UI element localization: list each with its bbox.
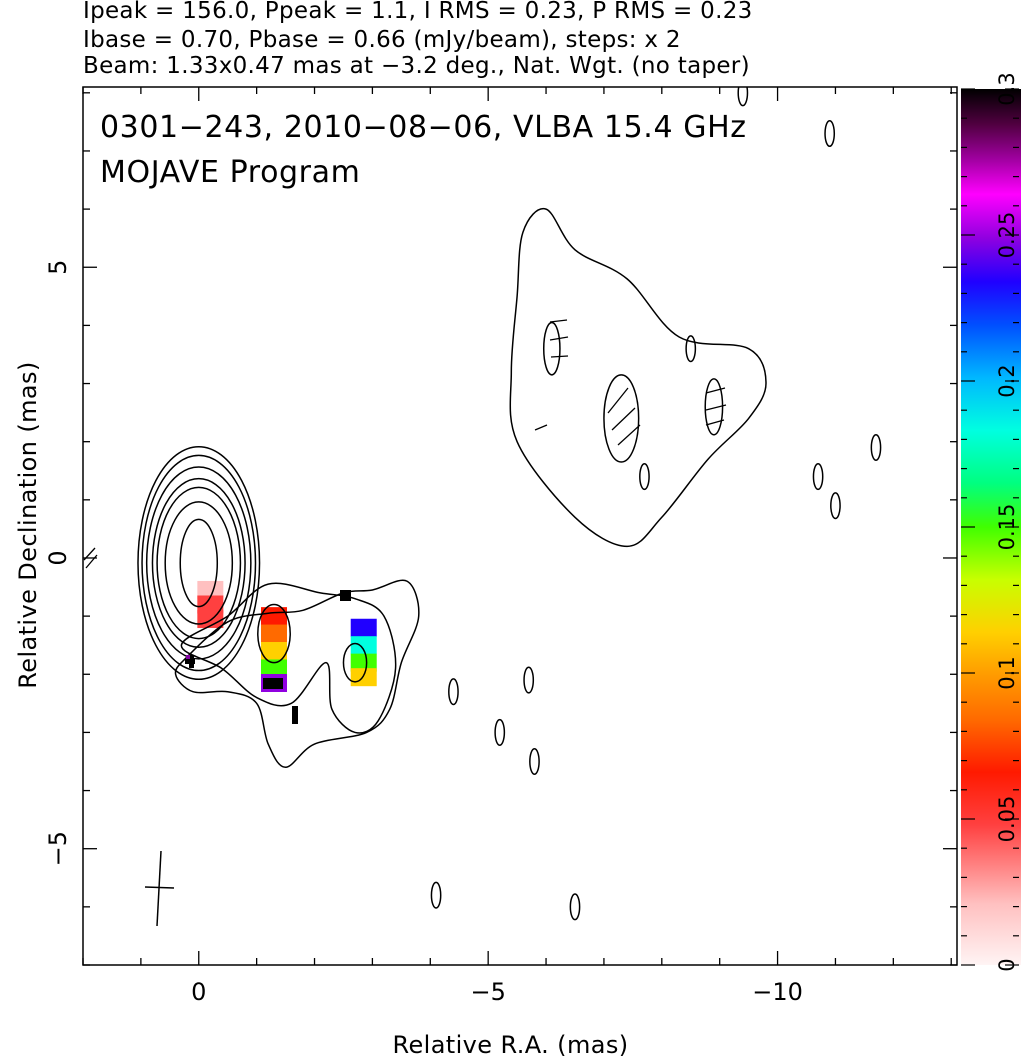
evpa-ticks bbox=[83, 319, 727, 569]
noise-blob-contour bbox=[569, 893, 581, 921]
colorbar-tick-label: 0 bbox=[995, 958, 1019, 971]
x-tick-label: 0 bbox=[191, 978, 206, 1006]
axis-tick-labels: 0 −5 −10 −5 0 5 bbox=[44, 260, 803, 1006]
noise-blob-contour bbox=[685, 335, 697, 363]
knot-contour bbox=[257, 603, 291, 664]
header-line-3: Beam: 1.33x0.47 mas at −3.2 deg., Nat. W… bbox=[83, 53, 750, 79]
noise-blob-contour bbox=[830, 492, 841, 520]
lobe-knot-contour bbox=[603, 374, 640, 463]
colorbar-tick-label: 0.25 bbox=[995, 212, 1019, 259]
pol-pixel bbox=[350, 653, 377, 672]
pol-pixel bbox=[350, 618, 377, 637]
colorbar-tick-label: 0.3 bbox=[995, 72, 1019, 105]
y-axis-label: Relative Declination (mas) bbox=[14, 361, 42, 689]
pol-pixel bbox=[261, 659, 288, 678]
noise-blob-contour bbox=[870, 433, 882, 462]
pol-pixel bbox=[261, 624, 288, 643]
core-contour bbox=[137, 445, 261, 681]
noise-blob-contour bbox=[812, 463, 824, 491]
core-contour bbox=[145, 466, 252, 660]
y-tick-label: 0 bbox=[44, 550, 72, 565]
core-contour bbox=[141, 454, 257, 672]
colorbar-tick-labels: 0 0.05 0.1 0.15 0.2 0.25 0.3 bbox=[995, 72, 1019, 971]
beam-marker bbox=[144, 850, 175, 927]
core-contour bbox=[156, 486, 242, 640]
y-tick-label: 5 bbox=[44, 260, 72, 275]
noise-blob-contour bbox=[523, 666, 535, 694]
plot-subtitle: MOJAVE Program bbox=[100, 155, 361, 190]
knot-contour bbox=[342, 642, 368, 683]
pol-pixel bbox=[350, 668, 377, 687]
noise-blob-contour bbox=[494, 718, 506, 746]
diffuse-lobe-contour bbox=[509, 207, 767, 548]
pol-pixel bbox=[350, 636, 377, 655]
y-tick-label: −5 bbox=[44, 831, 72, 866]
plot-title: 0301−243, 2010−08−06, VLBA 15.4 GHz bbox=[100, 110, 747, 145]
lobe-knot-contour bbox=[542, 321, 561, 376]
inner-jet-contour bbox=[180, 582, 397, 734]
core-contour bbox=[151, 477, 246, 649]
noise-blob-contour bbox=[529, 747, 540, 776]
core-contour bbox=[179, 518, 219, 608]
colorbar-tick-label: 0.1 bbox=[995, 656, 1019, 689]
noise-blob-contour bbox=[430, 881, 442, 909]
contour-lines bbox=[137, 87, 882, 921]
colorbar-tick-label: 0.05 bbox=[995, 796, 1019, 843]
x-tick-label: −10 bbox=[752, 978, 803, 1006]
pol-pixel bbox=[197, 595, 224, 614]
axis-ticks bbox=[82, 87, 957, 966]
colorbar-tick-label: 0.2 bbox=[995, 364, 1019, 397]
noise-blob-contour bbox=[737, 87, 749, 107]
header-line-2: Ibase = 0.70, Pbase = 0.66 (mJy/beam), s… bbox=[83, 27, 681, 53]
black-markers bbox=[185, 590, 351, 724]
x-axis-label: Relative R.A. (mas) bbox=[392, 1031, 629, 1059]
plot-frame bbox=[82, 86, 958, 966]
header-line-1: Ipeak = 156.0, Ppeak = 1.1, I RMS = 0.23… bbox=[83, 0, 753, 24]
noise-blob-contour bbox=[824, 119, 836, 148]
x-tick-label: −5 bbox=[470, 978, 505, 1006]
outer-jet-contour bbox=[174, 579, 420, 769]
noise-blob-contour bbox=[639, 463, 650, 491]
core-contour bbox=[164, 501, 234, 625]
pol-pixel bbox=[197, 580, 224, 599]
colorbar-tick-label: 0.15 bbox=[995, 504, 1019, 551]
colorbar-ticks bbox=[961, 88, 1019, 966]
lobe-knot-contour bbox=[704, 378, 724, 436]
noise-blob-contour bbox=[448, 678, 459, 706]
pol-pixel bbox=[261, 642, 288, 661]
